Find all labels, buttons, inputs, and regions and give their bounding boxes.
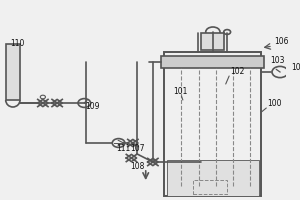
Text: 101: 101	[173, 87, 187, 96]
Text: 106: 106	[274, 37, 288, 46]
Bar	[6, 44, 20, 100]
Bar	[201, 33, 224, 50]
Text: 10: 10	[291, 63, 300, 72]
Text: 111: 111	[116, 144, 130, 153]
Text: 107: 107	[130, 144, 145, 153]
Text: 109: 109	[85, 102, 100, 111]
Bar	[193, 180, 227, 194]
Text: 103: 103	[270, 56, 284, 65]
Bar	[167, 160, 259, 196]
Bar	[161, 56, 264, 68]
Text: 110: 110	[10, 39, 24, 48]
Bar	[164, 52, 261, 196]
Text: 100: 100	[267, 99, 282, 108]
Text: 102: 102	[230, 67, 244, 76]
Text: 108: 108	[130, 162, 144, 171]
